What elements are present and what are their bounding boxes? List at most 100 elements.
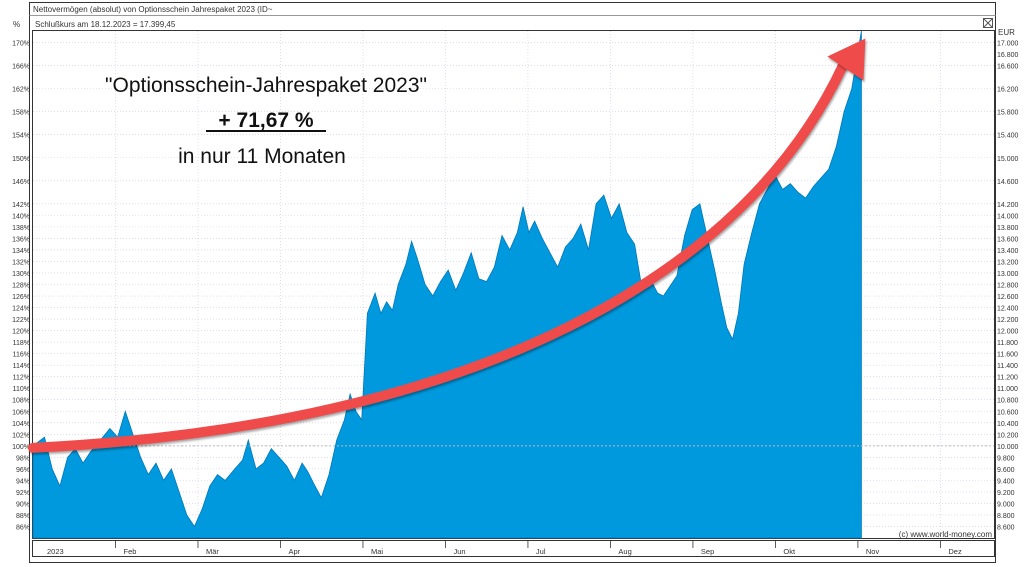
left-tick-label: 116% — [13, 352, 30, 359]
right-tick-label: 16.800 — [997, 52, 1019, 59]
x-tick-label: Mär — [206, 547, 219, 556]
x-axis-bar — [32, 540, 995, 557]
right-tick-label: 11.800 — [997, 340, 1018, 347]
trend-arrow — [28, 59, 849, 453]
left-tick-label: 120% — [12, 329, 30, 336]
right-tick-label: 10.400 — [997, 421, 1019, 428]
left-tick-label: 138% — [12, 225, 30, 232]
right-tick-label: 9.400 — [997, 478, 1015, 485]
left-tick-label: 154% — [12, 133, 30, 140]
right-tick-label: 11.600 — [997, 352, 1018, 359]
x-axis: 2023 Feb Mär Apr Mai Jun Jul Aug Sep Okt Nov Dez — [47, 541, 962, 556]
left-tick-label: 94% — [16, 478, 30, 485]
close-box-icon[interactable] — [983, 18, 993, 28]
left-tick-label: 132% — [12, 259, 30, 266]
right-tick-label: 9.200 — [997, 490, 1015, 497]
left-tick-label: 146% — [12, 179, 30, 186]
right-tick-label: 14.600 — [997, 179, 1019, 186]
right-unit-label: EUR — [998, 28, 1015, 37]
right-tick-label: 17.000 — [997, 41, 1019, 48]
left-tick-label: 112% — [13, 375, 30, 382]
left-tick-label: 126% — [12, 294, 30, 301]
left-tick-label: 88% — [16, 513, 30, 520]
close-price-label: Schlußkurs am 18.12.2023 = 17.399,45 — [35, 20, 176, 29]
left-tick-label: 98% — [16, 455, 30, 462]
left-tick-label: 122% — [12, 317, 30, 324]
left-tick-label: 136% — [12, 236, 30, 243]
x-tick-label: Aug — [618, 547, 631, 556]
copyright: (c) www.world-money.com — [899, 530, 993, 539]
trend-arrow-head — [827, 38, 866, 81]
right-tick-label: 9.000 — [997, 501, 1015, 508]
right-tick-label: 16.200 — [997, 87, 1019, 94]
left-tick-label: 128% — [12, 283, 30, 290]
right-tick-label: 9.600 — [997, 467, 1015, 474]
left-tick-label: 102% — [12, 432, 30, 439]
right-tick-label: 16.600 — [997, 64, 1019, 71]
right-tick-label: 12.600 — [997, 294, 1019, 301]
right-axis: 17.000 16.800 16.600 16.200 15.800 15.400 15.0… — [997, 41, 1019, 532]
right-tick-label: 8.800 — [997, 513, 1015, 520]
right-tick-label: 15.400 — [997, 133, 1019, 140]
left-tick-label: 134% — [12, 248, 30, 255]
right-tick-label: 10.600 — [997, 409, 1019, 416]
right-tick-label: 10.200 — [997, 432, 1019, 439]
x-tick-label: Apr — [288, 547, 300, 556]
left-tick-label: 108% — [12, 398, 30, 405]
right-tick-label: 9.800 — [997, 455, 1015, 462]
right-tick-label: 11.200 — [997, 375, 1018, 382]
left-tick-label: 142% — [12, 202, 30, 209]
left-tick-label: 170% — [12, 41, 30, 48]
x-tick-label: Mai — [371, 547, 383, 556]
right-tick-label: 11.400 — [997, 363, 1018, 370]
x-tick-label: Okt — [783, 547, 796, 556]
left-tick-label: 86% — [16, 524, 30, 531]
left-tick-label: 162% — [12, 87, 30, 94]
right-tick-label: 13.400 — [997, 248, 1019, 255]
left-tick-label: 130% — [12, 271, 30, 278]
right-tick-label: 10.800 — [997, 398, 1019, 405]
x-tick-label: Jun — [453, 547, 465, 556]
right-tick-label: 14.200 — [997, 202, 1019, 209]
area-series — [32, 30, 862, 539]
annotation-gain: + 71,67 % — [218, 109, 313, 132]
right-tick-label: 10.000 — [997, 444, 1019, 451]
left-tick-label: 140% — [12, 213, 30, 220]
left-tick-label: 114% — [13, 363, 30, 370]
right-tick-label: 13.800 — [997, 225, 1019, 232]
right-tick-label: 14.000 — [997, 213, 1019, 220]
right-tick-label: 12.200 — [997, 317, 1019, 324]
left-axis: 170% 166% 162% 158% 154% 150% 146% 142% 140% 138%… — [12, 41, 30, 532]
left-tick-label: 90% — [16, 501, 30, 508]
right-tick-label: 8.600 — [997, 524, 1015, 531]
left-tick-label: 124% — [12, 306, 30, 313]
right-tick-label: 13.000 — [997, 271, 1019, 278]
annotation-period: in nur 11 Monaten — [178, 145, 346, 168]
left-unit-label: % — [13, 20, 20, 29]
left-tick-label: 110% — [13, 386, 30, 393]
left-tick-label: 166% — [12, 64, 30, 71]
left-tick-label: 158% — [12, 110, 30, 117]
annotation-title: "Optionsschein-Jahrespaket 2023" — [105, 74, 427, 97]
left-tick-label: 106% — [12, 409, 30, 416]
right-tick-label: 15.000 — [997, 156, 1019, 163]
left-tick-label: 92% — [16, 490, 30, 497]
right-tick-label: 15.800 — [997, 110, 1019, 117]
right-tick-label: 12.000 — [997, 329, 1019, 336]
left-tick-label: 104% — [12, 421, 30, 428]
left-tick-label: 118% — [13, 340, 30, 347]
x-tick-label: Jul — [536, 547, 546, 556]
chart-title: Nettovermögen (absolut) von Optionsschei… — [33, 5, 273, 14]
left-tick-label: 100% — [12, 444, 30, 451]
right-tick-label: 12.400 — [997, 306, 1019, 313]
left-tick-label: 150% — [12, 156, 30, 163]
left-tick-label: 96% — [16, 467, 30, 474]
x-tick-label: Dez — [948, 547, 962, 556]
x-tick-label: Nov — [866, 547, 880, 556]
x-tick-label: Sep — [701, 547, 714, 556]
right-tick-label: 13.600 — [997, 236, 1019, 243]
x-tick-label: 2023 — [47, 547, 64, 556]
x-tick-label: Feb — [123, 547, 136, 556]
right-tick-label: 11.000 — [997, 386, 1018, 393]
